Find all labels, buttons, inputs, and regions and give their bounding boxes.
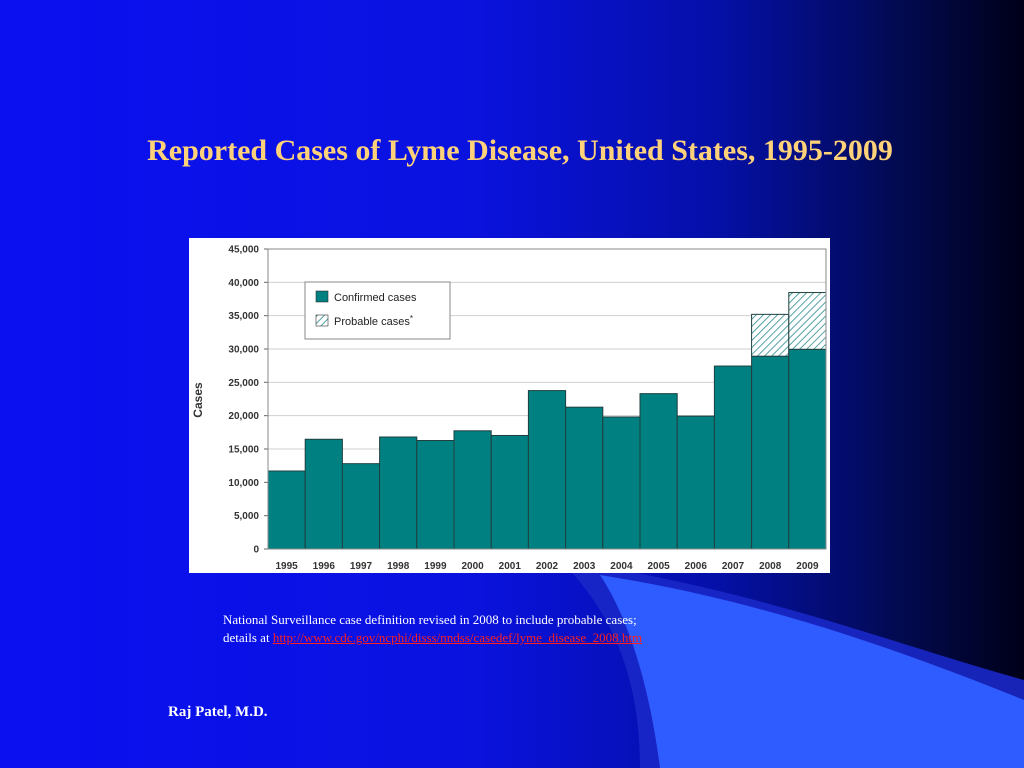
y-tick-label: 15,000 bbox=[228, 445, 259, 456]
x-tick-label: 2007 bbox=[722, 561, 745, 572]
legend-label-confirmed: Confirmed cases bbox=[334, 292, 417, 304]
bar-probable-2008 bbox=[751, 313, 790, 357]
x-tick-label: 1997 bbox=[350, 561, 373, 572]
bar-confirmed-2007 bbox=[713, 365, 753, 550]
legend-probable-marker: * bbox=[410, 314, 413, 323]
bar-confirmed-1996 bbox=[304, 438, 343, 550]
y-tick-label: 5,000 bbox=[234, 511, 259, 522]
y-axis: 0 5,000 10,000 15,000 20,000 25,000 30,000 35,0… bbox=[228, 245, 268, 556]
bar-confirmed-2001 bbox=[490, 434, 529, 550]
x-tick-label: 2009 bbox=[796, 561, 819, 572]
x-tick-label: 2004 bbox=[610, 561, 633, 572]
decorative-swoosh-light bbox=[600, 575, 1024, 768]
footnote-prefix: details at bbox=[223, 630, 273, 645]
legend-swatch-confirmed bbox=[315, 290, 329, 303]
bar-confirmed-2009 bbox=[788, 348, 827, 550]
chart-panel: 0 5,000 10,000 15,000 20,000 25,000 30,000 35,0… bbox=[189, 238, 830, 573]
bar-confirmed-2008 bbox=[751, 355, 790, 550]
x-tick-label: 2008 bbox=[759, 561, 782, 572]
x-tick-label: 2002 bbox=[536, 561, 559, 572]
x-tick-label: 1999 bbox=[424, 561, 447, 572]
bar-confirmed-2004 bbox=[602, 416, 641, 550]
bar-confirmed-2005 bbox=[639, 393, 678, 550]
x-tick-label: 1995 bbox=[275, 561, 298, 572]
legend-probable-name: Probable cases bbox=[334, 316, 410, 328]
slide-title: Reported Cases of Lyme Disease, United S… bbox=[147, 134, 893, 167]
bar-confirmed-1998 bbox=[379, 436, 418, 550]
bar-probable-2009 bbox=[788, 292, 827, 350]
y-tick-label: 30,000 bbox=[228, 345, 259, 356]
bar-confirmed-1999 bbox=[416, 440, 455, 550]
x-tick-label: 2001 bbox=[499, 561, 522, 572]
y-tick-label: 45,000 bbox=[228, 245, 259, 256]
x-tick-label: 1998 bbox=[387, 561, 410, 572]
bar-chart: 0 5,000 10,000 15,000 20,000 25,000 30,000 35,0… bbox=[191, 245, 827, 572]
plot-frame bbox=[267, 248, 827, 550]
legend: Confirmed cases Probable cases* bbox=[304, 281, 451, 340]
y-tick-label: 10,000 bbox=[228, 478, 259, 489]
legend-swatch-probable bbox=[315, 314, 329, 327]
bar-confirmed-1997 bbox=[341, 463, 381, 550]
cdc-case-definition-link[interactable]: http://www.cdc.gov/ncphi/disss/nndss/cas… bbox=[272, 630, 643, 645]
y-tick-label: 40,000 bbox=[228, 278, 259, 289]
bar-confirmed-2000 bbox=[453, 430, 492, 550]
bar-confirmed-2006 bbox=[676, 415, 715, 550]
y-axis-label: Cases bbox=[191, 382, 205, 418]
bar-confirmed-1995 bbox=[267, 470, 306, 550]
y-tick-label: 20,000 bbox=[228, 411, 259, 422]
x-tick-label: 1996 bbox=[313, 561, 336, 572]
bar-confirmed-2002 bbox=[527, 390, 567, 550]
y-tick-label: 25,000 bbox=[228, 378, 259, 389]
x-tick-label: 2000 bbox=[461, 561, 484, 572]
y-tick-label: 35,000 bbox=[228, 311, 259, 322]
x-tick-label: 2005 bbox=[647, 561, 670, 572]
footnote-line1: National Surveillance case definition re… bbox=[223, 612, 637, 627]
x-tick-label: 2003 bbox=[573, 561, 596, 572]
legend-box bbox=[304, 281, 451, 340]
x-axis: 1995 1996 1997 1998 1999 2000 2001 2002 2003 2004… bbox=[275, 561, 818, 572]
footnote: National Surveillance case definition re… bbox=[223, 611, 823, 647]
bar-confirmed-2003 bbox=[565, 406, 604, 550]
y-tick-label: 0 bbox=[253, 545, 259, 556]
legend-label-probable: Probable cases* bbox=[334, 314, 413, 328]
author-name: Raj Patel, M.D. bbox=[168, 704, 268, 720]
x-tick-label: 2006 bbox=[685, 561, 708, 572]
footnote-line2: details at http://www.cdc.gov/ncphi/diss… bbox=[223, 629, 823, 647]
bars bbox=[267, 292, 827, 550]
